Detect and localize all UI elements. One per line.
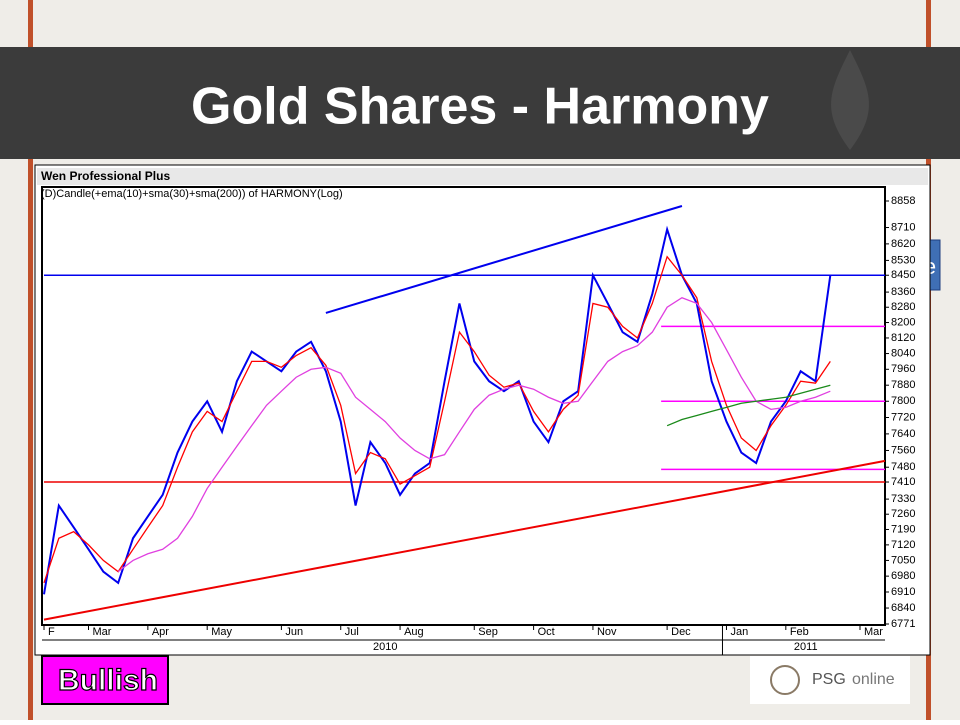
year-label: 2010 xyxy=(373,641,397,653)
y-tick-label: 8710 xyxy=(891,221,915,233)
y-tick-label: 8280 xyxy=(891,301,915,313)
y-tick-label: 8858 xyxy=(891,195,915,207)
plot-frame xyxy=(41,186,886,626)
x-tick-label: Mar xyxy=(93,626,112,638)
y-tick-label: 8450 xyxy=(891,269,915,281)
x-tick-label: Dec xyxy=(671,626,691,638)
y-tick-label: 7330 xyxy=(891,493,915,505)
trend-line xyxy=(43,459,886,621)
y-tick-label: 7960 xyxy=(891,363,915,375)
trend-line xyxy=(325,205,683,314)
logo-suffix: online xyxy=(852,671,895,688)
logo-brand: PSG xyxy=(812,671,846,688)
x-tick-label: Feb xyxy=(790,626,809,638)
logo-box xyxy=(750,656,910,704)
x-tick-label: Sep xyxy=(478,626,498,638)
series-line xyxy=(43,255,831,584)
y-tick-label: 8040 xyxy=(891,347,915,359)
y-tick-label: 8200 xyxy=(891,316,915,328)
y-tick-label: 6980 xyxy=(891,570,915,582)
x-tick-label: May xyxy=(211,626,232,638)
slide-title: Gold Shares - Harmony xyxy=(191,78,769,136)
ornament xyxy=(831,50,869,150)
badge-box xyxy=(41,655,169,705)
y-tick-label: 7880 xyxy=(891,379,915,391)
y-tick-label: 8620 xyxy=(891,238,915,250)
x-tick-label: Aug xyxy=(404,626,424,638)
y-tick-label: 7050 xyxy=(891,554,915,566)
series-line xyxy=(666,384,831,427)
y-tick-label: 6840 xyxy=(891,602,915,614)
series-line xyxy=(117,297,831,573)
y-tick-label: 7410 xyxy=(891,476,915,488)
y-tick-label: 6910 xyxy=(891,586,915,598)
chart-image xyxy=(34,164,931,656)
series-line xyxy=(43,225,832,595)
y-tick-label: 8120 xyxy=(891,332,915,344)
source-bar xyxy=(37,168,928,185)
badge: Bullish xyxy=(58,664,158,697)
x-tick-label: Oct xyxy=(538,626,555,638)
y-tick-label: 7190 xyxy=(891,523,915,535)
y-tick-label: 8360 xyxy=(891,286,915,298)
left-rule xyxy=(28,0,33,720)
x-tick-label: Jan xyxy=(730,626,748,638)
x-tick-label: Apr xyxy=(152,626,169,638)
y-tick-label: 7480 xyxy=(891,461,915,473)
year-label: 2011 xyxy=(794,641,818,653)
y-tick-label: 7800 xyxy=(891,395,915,407)
x-tick-label: Jul xyxy=(345,626,359,638)
y-tick-label: 7560 xyxy=(891,444,915,456)
y-tick-label: 7260 xyxy=(891,508,915,520)
x-tick-label: F xyxy=(48,626,55,638)
y-tick-label: 7120 xyxy=(891,539,915,551)
plot: 8858 8710 8620 8530 8450 8360 8280 8200 8120 8040… xyxy=(43,195,915,655)
title-band xyxy=(0,47,960,159)
chart-subtitle: (D)Candle(+ema(10)+sma(30)+sma(200)) of … xyxy=(41,188,343,200)
chart-source: Wen Professional Plus xyxy=(41,169,170,183)
y-tick-label: 7720 xyxy=(891,411,915,423)
x-tick-label: Nov xyxy=(597,626,617,638)
y-tick-label: 6771 xyxy=(891,618,915,630)
x-tick-label: Mar xyxy=(864,626,883,638)
x-tick-label: Jun xyxy=(285,626,303,638)
y-tick-label: 7640 xyxy=(891,428,915,440)
logo-mark xyxy=(770,665,800,695)
y-tick-label: 8530 xyxy=(891,254,915,266)
